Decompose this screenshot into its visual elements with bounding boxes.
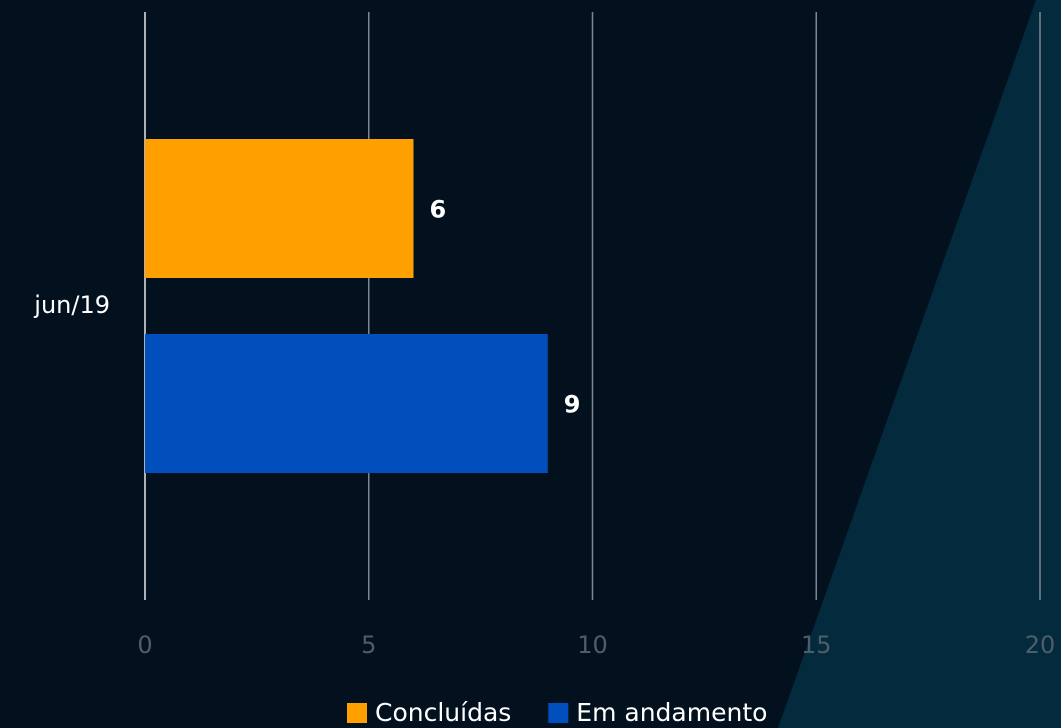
x-tick-label: 15 <box>801 631 832 659</box>
data-label: 9 <box>564 391 581 419</box>
x-tick-label: 10 <box>577 631 608 659</box>
x-tick-label: 5 <box>361 631 376 659</box>
background-accent <box>778 0 1061 728</box>
legend-label: Concluídas <box>375 698 511 727</box>
data-label: 6 <box>430 196 447 224</box>
y-tick-label: jun/19 <box>33 291 110 319</box>
bar <box>145 334 548 473</box>
x-tick-label: 20 <box>1025 631 1056 659</box>
legend-swatch <box>548 703 569 723</box>
legend-label: Em andamento <box>576 698 767 727</box>
bar <box>145 139 414 278</box>
x-tick-label: 0 <box>137 631 152 659</box>
legend-swatch <box>347 703 367 723</box>
